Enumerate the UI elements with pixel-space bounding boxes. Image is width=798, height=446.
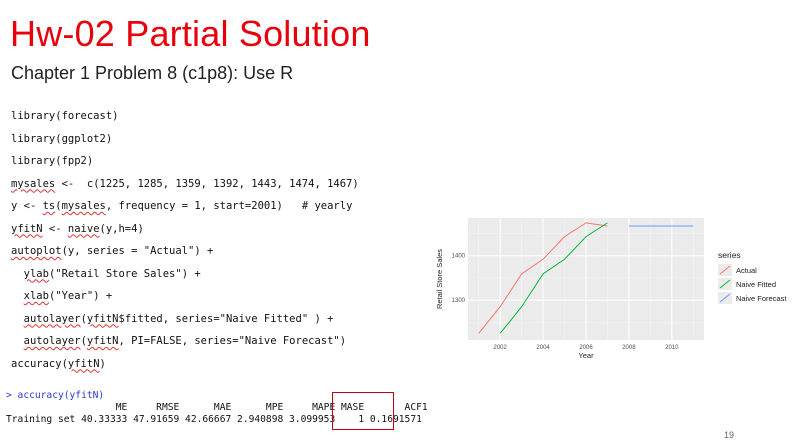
code-line: library(fpp2) [11,155,94,167]
legend-title: series [718,250,741,260]
code-line: autoplot(y, series = "Actual") + [11,245,214,257]
y-tick-label: 1400 [452,254,466,260]
legend-label-actual: Actual [736,265,757,275]
code-line: accuracy(yfitN) [11,357,106,370]
slide-subtitle: Chapter 1 Problem 8 (c1p8): Use R [11,63,294,83]
forecast-chart: 2002 2004 2006 2008 2010 1300 1400 Year Retail S… [435,218,704,360]
y-axis-label: Retail Store Sales [435,249,444,309]
accuracy-header: ME RMSE MAE MPE MAPE MASE ACF1 [6,402,428,413]
legend-label-naive-forecast: Naive Forecast [736,293,787,303]
x-tick-label: 2008 [622,345,636,351]
code-line: xlab("Year") + [23,290,113,302]
code-line: ylab("Retail Store Sales") + [23,267,201,280]
r-code-block: library(forecast) library(ggplot2) libra… [11,105,359,375]
series-line-naive-fitted [499,222,608,334]
x-tick-label: 2010 [665,345,679,351]
slide-title: Hw-02 Partial Solution [10,13,371,54]
legend-key-actual [718,264,732,276]
code-line: mysales <- c(1225, 1285, 1359, 1392, 144… [11,177,359,190]
x-tick-label: 2004 [536,345,550,351]
accuracy-row: Training set 40.33333 47.91659 42.66667 … [6,414,422,425]
page-number: 19 [724,430,735,440]
code-line: yfitN <- naive(y,h=4) [11,222,144,235]
legend-item-naive-forecast: Naive Forecast [718,291,786,305]
y-tick-label: 1300 [452,298,466,304]
r-console-output: > accuracy(yfitN) ME RMSE MAE MPE MAPE M… [6,390,428,426]
chart-legend: series Actual Naive Fitted Naive Forecas… [718,250,786,305]
console-command: > accuracy(yfitN) [6,390,105,401]
code-line: library(ggplot2) [11,132,113,145]
series-line-actual [478,222,608,334]
legend-key-naive-forecast [718,292,732,304]
x-tick-label: 2002 [494,345,508,351]
x-axis-label: Year [578,351,594,360]
code-line: autolayer(yfitN$fitted, series="Naive Fi… [23,312,334,325]
x-tick-label: 2006 [579,345,593,351]
legend-key-naive-fitted [718,278,732,290]
mape-highlight-box [332,392,394,430]
code-line: y <- ts(mysales, frequency = 1, start=20… [11,200,353,212]
legend-label-naive-fitted: Naive Fitted [736,279,777,289]
legend-item-naive-fitted: Naive Fitted [718,277,786,291]
legend-item-actual: Actual [718,263,786,277]
code-line: autolayer(yfitN, PI=FALSE, series="Naive… [23,335,347,347]
code-line: library(forecast) [11,110,119,122]
